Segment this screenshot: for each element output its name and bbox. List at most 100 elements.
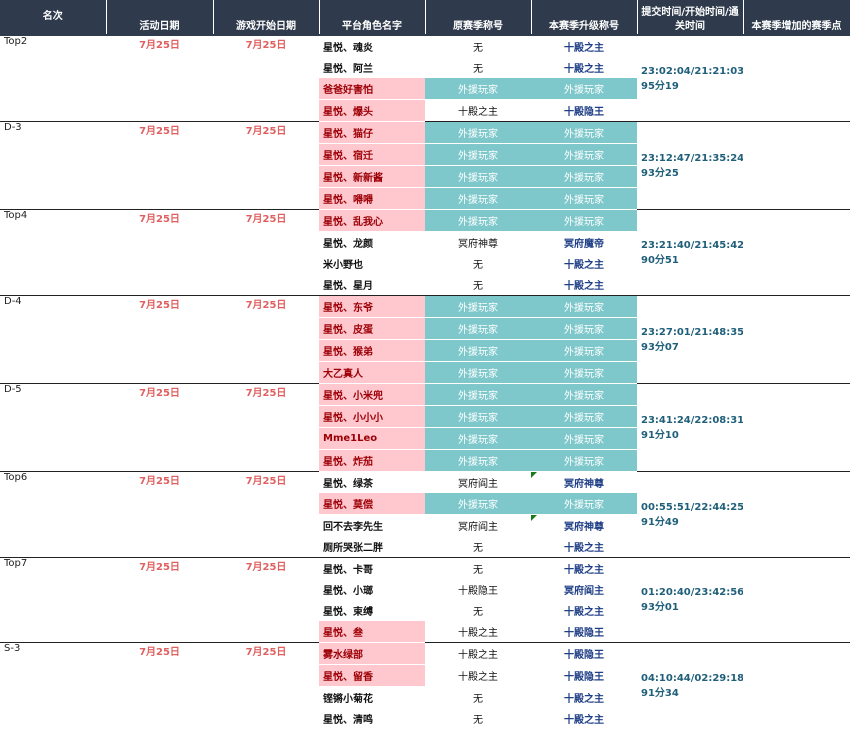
points-cell[interactable] bbox=[743, 383, 850, 472]
upgrade-title-cell[interactable]: 外援玩家 bbox=[531, 187, 637, 210]
upgrade-title-cell[interactable]: 外援玩家 bbox=[531, 78, 637, 100]
upgrade-title-cell[interactable]: 十殿之主 bbox=[531, 557, 637, 579]
orig-title-cell[interactable]: 外援玩家 bbox=[425, 405, 531, 428]
orig-title-cell[interactable]: 无 bbox=[473, 715, 483, 726]
upgrade-title-cell[interactable]: 外援玩家 bbox=[531, 427, 637, 450]
role-name-cell[interactable]: 星悦、猴弟 bbox=[319, 339, 425, 362]
activity-date-cell[interactable]: 7月25日 bbox=[106, 295, 213, 384]
points-cell[interactable] bbox=[743, 295, 850, 384]
upgrade-title-cell[interactable]: 外援玩家 bbox=[531, 143, 637, 166]
time-cell[interactable]: 23:21:40/21:45:42 90分51 bbox=[637, 209, 743, 296]
points-cell[interactable] bbox=[743, 471, 850, 558]
orig-title-cell[interactable]: 外援玩家 bbox=[425, 295, 531, 318]
role-name-cell[interactable]: 星悦、炸茄 bbox=[319, 449, 425, 472]
orig-title-cell[interactable]: 外援玩家 bbox=[425, 339, 531, 362]
upgrade-title-cell[interactable]: 十殿隐王 bbox=[564, 672, 604, 683]
role-name-cell[interactable]: 星悦、绿茶 bbox=[319, 471, 425, 493]
role-name-cell[interactable]: 星悦、星月 bbox=[323, 281, 373, 292]
rank-cell[interactable]: Top4 bbox=[0, 209, 106, 296]
upgrade-title-cell[interactable]: 十殿隐王 bbox=[564, 628, 604, 639]
upgrade-title-cell[interactable]: 十殿之主 bbox=[531, 34, 637, 57]
time-cell[interactable]: 23:02:04/21:21:03 95分19 bbox=[637, 34, 743, 122]
upgrade-title-cell[interactable]: 冥府阎主 bbox=[564, 586, 604, 597]
rank-cell[interactable]: Top7 bbox=[0, 557, 106, 643]
rank-cell[interactable]: S-3 bbox=[0, 642, 106, 729]
rank-cell[interactable]: D-4 bbox=[0, 295, 106, 384]
header-points[interactable]: 本赛季增加的赛季点 bbox=[743, 0, 850, 36]
orig-title-cell[interactable]: 十殿之主 bbox=[425, 642, 531, 665]
orig-title-cell[interactable]: 十殿之主 bbox=[458, 628, 498, 639]
orig-title-cell[interactable]: 外援玩家 bbox=[425, 209, 531, 232]
orig-title-cell[interactable]: 无 bbox=[473, 693, 483, 705]
upgrade-title-cell[interactable]: 外援玩家 bbox=[531, 361, 637, 384]
role-name-cell[interactable]: 星悦、阿兰 bbox=[323, 64, 373, 75]
orig-title-cell[interactable]: 外援玩家 bbox=[425, 78, 531, 100]
role-name-cell[interactable]: 星悦、清鸣 bbox=[323, 715, 373, 726]
upgrade-title-cell[interactable]: 外援玩家 bbox=[531, 165, 637, 188]
role-name-cell[interactable]: 大乙真人 bbox=[319, 361, 425, 384]
orig-title-cell[interactable]: 十殿之主 bbox=[458, 107, 498, 118]
upgrade-title-cell[interactable]: 十殿之主 bbox=[564, 64, 604, 75]
upgrade-title-cell[interactable]: 外援玩家 bbox=[531, 405, 637, 428]
role-name-cell[interactable]: 米小野也 bbox=[323, 260, 363, 271]
orig-title-cell[interactable]: 冥府阎主 bbox=[425, 471, 531, 493]
role-name-cell[interactable]: 星悦、小瑯 bbox=[323, 586, 373, 597]
orig-title-cell[interactable]: 无 bbox=[473, 607, 483, 618]
activity-date-cell[interactable]: 7月25日 bbox=[106, 34, 213, 122]
role-name-cell[interactable]: 星悦、束缚 bbox=[323, 607, 373, 618]
orig-title-cell[interactable]: 无 bbox=[473, 64, 483, 75]
upgrade-title-cell[interactable]: 十殿隐王 bbox=[531, 642, 637, 665]
upgrade-title-cell[interactable]: 外援玩家 bbox=[531, 449, 637, 472]
role-name-cell[interactable]: 星悦、宿迁 bbox=[319, 143, 425, 166]
role-name-cell[interactable]: 星悦、魂炎 bbox=[319, 34, 425, 57]
time-cell[interactable]: 23:27:01/21:48:35 93分07 bbox=[637, 295, 743, 384]
start-date-cell[interactable]: 7月25日 bbox=[213, 34, 319, 122]
role-name-cell[interactable]: 星悦、小小小 bbox=[319, 405, 425, 428]
upgrade-title-cell[interactable]: 十殿之主 bbox=[564, 260, 604, 271]
upgrade-title-cell[interactable]: 外援玩家 bbox=[531, 209, 637, 232]
start-date-cell[interactable]: 7月25日 bbox=[213, 295, 319, 384]
header-role-name[interactable]: 平台角色名字 bbox=[319, 0, 426, 36]
activity-date-cell[interactable]: 7月25日 bbox=[106, 121, 213, 210]
role-name-cell[interactable]: 星悦、嘚嘚 bbox=[319, 187, 425, 210]
role-name-cell[interactable]: 星悦、莫偿 bbox=[319, 493, 425, 515]
role-name-cell[interactable]: Mme1Leo bbox=[319, 427, 425, 450]
rank-cell[interactable]: D-5 bbox=[0, 383, 106, 472]
upgrade-title-cell[interactable]: 十殿之主 bbox=[564, 607, 604, 618]
activity-date-cell[interactable]: 7月25日 bbox=[106, 557, 213, 643]
role-name-cell[interactable]: 星悦、乱我心 bbox=[319, 209, 425, 232]
start-date-cell[interactable]: 7月25日 bbox=[213, 471, 319, 558]
points-cell[interactable] bbox=[743, 209, 850, 296]
role-name-cell[interactable]: 星悦、叁 bbox=[319, 621, 425, 643]
upgrade-title-cell[interactable]: 冥府神尊 bbox=[531, 471, 637, 493]
activity-date-cell[interactable]: 7月25日 bbox=[106, 209, 213, 296]
upgrade-title-cell[interactable]: 十殿之主 bbox=[564, 281, 604, 292]
orig-title-cell[interactable]: 无 bbox=[425, 34, 531, 57]
orig-title-cell[interactable]: 冥府神尊 bbox=[458, 239, 498, 250]
header-upgrade-title[interactable]: 本赛季升级称号 bbox=[531, 0, 638, 36]
upgrade-title-cell[interactable]: 外援玩家 bbox=[531, 493, 637, 515]
orig-title-cell[interactable]: 冥府阎主 bbox=[458, 522, 498, 533]
start-date-cell[interactable]: 7月25日 bbox=[213, 642, 319, 729]
start-date-cell[interactable]: 7月25日 bbox=[213, 557, 319, 643]
orig-title-cell[interactable]: 外援玩家 bbox=[425, 165, 531, 188]
role-name-cell[interactable]: 星悦、猫仔 bbox=[319, 121, 425, 144]
orig-title-cell[interactable]: 外援玩家 bbox=[425, 449, 531, 472]
role-name-cell[interactable]: 星悦、东爷 bbox=[319, 295, 425, 318]
role-name-cell[interactable]: 回不去李先生 bbox=[323, 522, 383, 533]
upgrade-title-cell[interactable]: 十殿之主 bbox=[564, 543, 604, 554]
start-date-cell[interactable]: 7月25日 bbox=[213, 383, 319, 472]
time-cell[interactable]: 04:10:44/02:29:18 91分34 bbox=[637, 642, 743, 729]
upgrade-title-cell[interactable]: 十殿之主 bbox=[564, 715, 604, 726]
orig-title-cell[interactable]: 外援玩家 bbox=[425, 493, 531, 515]
header-rank[interactable]: 名次 bbox=[0, 0, 107, 36]
time-cell[interactable]: 23:12:47/21:35:24 93分25 bbox=[637, 121, 743, 210]
role-name-cell[interactable]: 星悦、卡哥 bbox=[319, 557, 425, 579]
orig-title-cell[interactable]: 外援玩家 bbox=[425, 427, 531, 450]
header-activity-date[interactable]: 活动日期 bbox=[106, 0, 214, 36]
rank-cell[interactable]: Top6 bbox=[0, 471, 106, 558]
time-cell[interactable]: 01:20:40/23:42:56 93分01 bbox=[637, 557, 743, 643]
upgrade-title-cell[interactable]: 外援玩家 bbox=[531, 295, 637, 318]
points-cell[interactable] bbox=[743, 642, 850, 729]
orig-title-cell[interactable]: 外援玩家 bbox=[425, 143, 531, 166]
